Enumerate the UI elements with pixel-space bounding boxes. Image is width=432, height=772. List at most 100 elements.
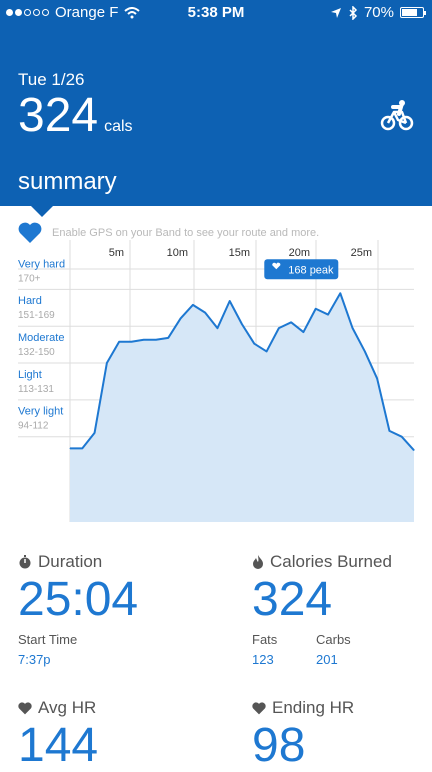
heart-rate-point — [290, 321, 292, 323]
zone-name: Light — [18, 369, 42, 381]
heart-rate-point — [327, 314, 329, 316]
zone-range: 113-131 — [18, 384, 54, 395]
duration-stat: Duration 25:04 — [18, 552, 138, 624]
heart-rate-point — [413, 449, 415, 451]
duration-value: 25:04 — [18, 573, 139, 626]
ending-hr-label-row: Ending HR — [252, 698, 354, 718]
heart-rate-point — [278, 327, 280, 329]
heart-rate-point — [106, 362, 108, 364]
heart-rate-point — [266, 350, 268, 352]
ending-hr-label: Ending HR — [272, 698, 355, 717]
heart-rate-point — [302, 331, 304, 333]
header: Orange F 5:38 PM 70% Tue 1/26 324 cals — [0, 0, 432, 206]
status-right: 70% — [330, 4, 426, 21]
calories-label-row: Calories Burned — [252, 552, 392, 572]
avg-hr-label-row: Avg HR — [18, 698, 98, 718]
signal-dot — [33, 9, 40, 16]
zone-range: 151-169 — [18, 310, 55, 321]
heart-rate-point — [94, 432, 96, 434]
heart-rate-point — [118, 341, 120, 343]
status-time: 5:38 PM — [187, 4, 245, 21]
gps-note: Enable GPS on your Band to see your rout… — [18, 222, 319, 244]
heart-icon — [18, 222, 42, 243]
heart-rate-point — [364, 350, 366, 352]
activity-date: Tue 1/26 — [18, 70, 85, 89]
x-tick-label: 25m — [351, 247, 372, 259]
zone-name: Hard — [18, 295, 42, 307]
calories-label: Calories Burned — [270, 552, 392, 571]
duration-label: Duration — [38, 552, 103, 571]
heart-rate-point — [216, 327, 218, 329]
signal-dot — [6, 9, 13, 16]
heart-icon — [252, 701, 266, 714]
fats-value: 123 — [252, 652, 274, 667]
status-left: Orange F — [6, 4, 141, 21]
heart-rate-point — [401, 436, 403, 438]
bluetooth-icon — [349, 5, 358, 20]
battery-percent: 70% — [363, 4, 394, 21]
zone-range: 170+ — [18, 273, 41, 284]
status-bar: Orange F 5:38 PM 70% — [0, 0, 432, 24]
heart-icon — [272, 262, 281, 270]
stats-panel: Duration 25:04 Calories Burned 324 Start… — [0, 540, 432, 770]
heart-rate-point — [253, 343, 255, 345]
peak-badge — [264, 259, 339, 280]
wifi-icon — [124, 6, 141, 18]
heart-rate-point — [155, 339, 157, 341]
heart-rate-point — [167, 337, 169, 339]
heart-rate-chart: 5m 10m 15m 20m 25m Very hard 170+ Hard 151-169 Mo… — [18, 240, 415, 522]
zone-name: Very light — [18, 406, 63, 418]
signal-icon — [6, 9, 49, 16]
avg-hr-value: 144 — [18, 719, 99, 772]
carbs-value: 201 — [316, 652, 338, 667]
zone-name: Moderate — [18, 332, 64, 344]
heart-rate-point — [180, 317, 182, 319]
section-pointer — [30, 205, 54, 217]
heart-rate-point — [388, 430, 390, 432]
gps-message: Enable GPS on your Band to see your rout… — [52, 227, 320, 239]
heart-rate-point — [130, 341, 132, 343]
heart-rate-point — [315, 308, 317, 310]
bike-icon — [380, 100, 414, 131]
ending-hr-value: 98 — [252, 719, 306, 772]
battery-icon — [400, 7, 426, 18]
zone-name: Very hard — [18, 258, 65, 270]
heart-rate-point — [192, 304, 194, 306]
heart-rate-point — [352, 327, 354, 329]
heart-rate-area — [70, 293, 414, 522]
signal-dot — [15, 9, 22, 16]
zone-range: 132-150 — [18, 347, 55, 358]
x-tick-label: 15m — [229, 247, 250, 259]
calories-value: 324 — [18, 89, 99, 142]
heart-rate-point — [143, 339, 145, 341]
duration-label-row: Duration — [18, 552, 138, 572]
heart-rate-point — [204, 312, 206, 314]
signal-dot — [24, 9, 31, 16]
x-tick-label: 5m — [109, 247, 124, 259]
fats-label: Fats — [252, 632, 278, 647]
calories-burned-value: 324 — [252, 573, 333, 626]
avg-hr-stat: Avg HR 144 — [18, 698, 98, 770]
stopwatch-icon — [19, 555, 31, 569]
heart-rate-point — [241, 323, 243, 325]
peak-label: 168 peak — [288, 264, 334, 276]
start-time-value: 7:37p — [18, 652, 51, 667]
calories-stat: Calories Burned 324 — [252, 552, 392, 624]
location-icon — [330, 7, 341, 18]
heart-rate-point — [339, 292, 341, 294]
heart-rate-point — [376, 378, 378, 380]
start-time-label: Start Time — [18, 632, 78, 647]
section-title[interactable]: summary — [18, 168, 117, 195]
heart-icon — [18, 701, 32, 714]
calories-header: 324 cals — [18, 92, 133, 140]
carbs-label: Carbs — [316, 632, 351, 647]
ending-hr-stat: Ending HR 98 — [252, 698, 354, 770]
carrier-name: Orange F — [55, 4, 119, 21]
avg-hr-label: Avg HR — [38, 698, 97, 717]
x-tick-label: 20m — [289, 247, 310, 259]
flame-icon — [253, 555, 263, 569]
heart-rate-point — [69, 447, 71, 449]
heart-rate-point — [229, 300, 231, 302]
x-tick-label: 10m — [167, 247, 188, 259]
calories-unit: cals — [104, 118, 133, 135]
